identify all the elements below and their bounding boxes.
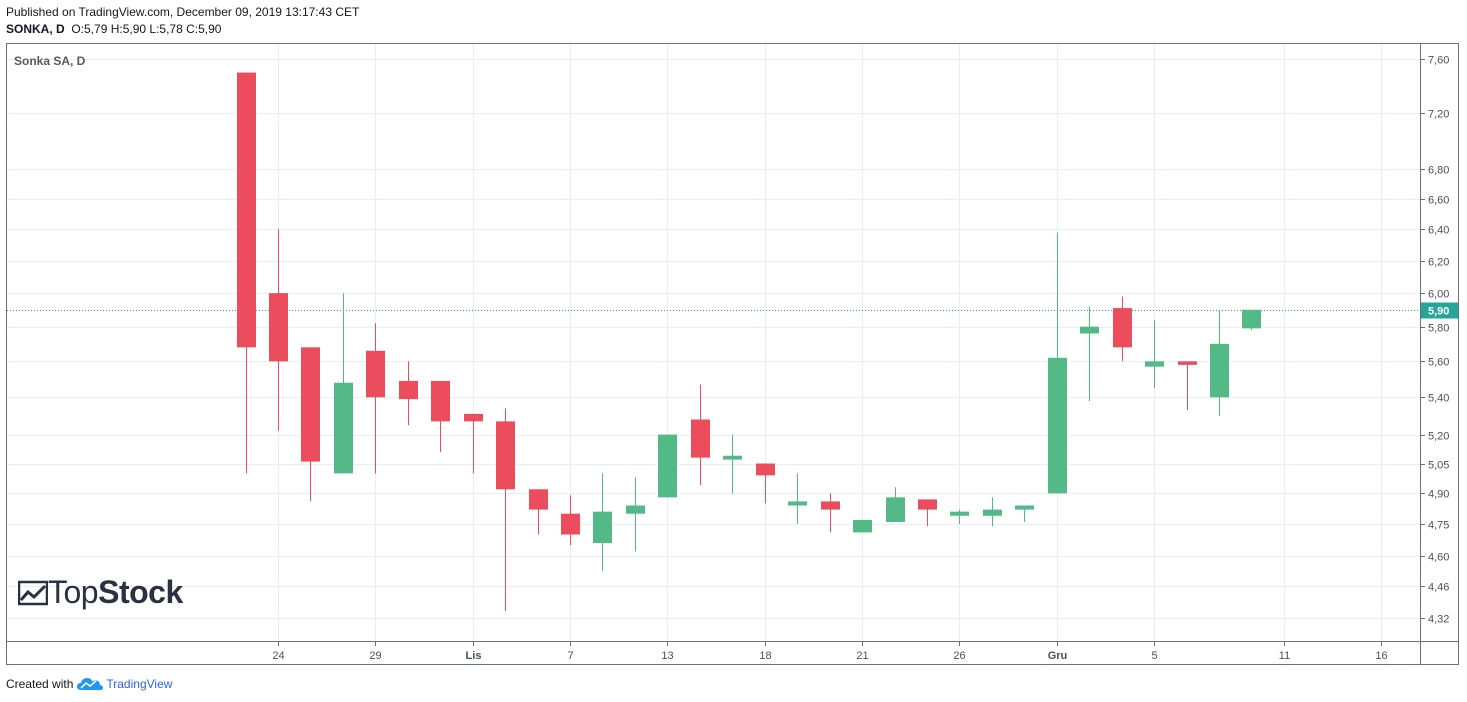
price-axis-label: 4,32 — [1428, 614, 1449, 626]
price-axis-label: 5,80 — [1428, 323, 1449, 335]
candle-body[interactable] — [723, 455, 742, 460]
time-axis-label: 29 — [369, 650, 381, 662]
watermark-text-light: Top — [48, 574, 99, 610]
price-axis-label: 6,20 — [1428, 257, 1449, 269]
footer: Created with TradingView — [6, 677, 172, 691]
candle-body[interactable] — [626, 505, 645, 514]
price-axis-label: 7,60 — [1428, 55, 1449, 67]
time-axis-label: 7 — [567, 650, 573, 662]
time-axis-label: 13 — [661, 650, 673, 662]
candle-body[interactable] — [886, 497, 905, 522]
candle-body[interactable] — [561, 513, 580, 535]
candlestick-chart[interactable]: 7,60 7,20 6,80 6,60 6,40 6,20 6,00 5,80 5,60 5,40… — [7, 44, 1458, 664]
candle-body[interactable] — [691, 419, 710, 458]
candle-body[interactable] — [1145, 361, 1164, 367]
candle-body[interactable] — [399, 380, 418, 400]
candle-body[interactable] — [983, 509, 1002, 516]
chart-title: Sonka SA, D — [14, 54, 86, 68]
candle-body[interactable] — [1178, 361, 1197, 365]
candle-body[interactable] — [529, 489, 548, 510]
candle-body[interactable] — [496, 421, 515, 490]
time-axis-label: 11 — [1279, 650, 1290, 662]
price-axis-label: 4,60 — [1428, 552, 1449, 564]
symbol-ohlc-line: SONKA, D O:5,79 H:5,90 L:5,78 C:5,90 — [6, 22, 221, 36]
candle-body[interactable] — [1015, 505, 1034, 510]
price-axis-label: 4,90 — [1428, 489, 1449, 501]
candle-body[interactable] — [269, 293, 288, 362]
ohlc-values: O:5,79 H:5,90 L:5,78 C:5,90 — [71, 22, 222, 36]
price-axis-label: 6,60 — [1428, 195, 1449, 207]
created-with-label: Created with — [6, 677, 74, 691]
tradingview-link[interactable]: TradingView — [106, 677, 173, 691]
candle-body[interactable] — [756, 463, 775, 476]
time-axis-label: 5 — [1151, 650, 1157, 662]
candle-body[interactable] — [788, 501, 807, 506]
last-price-badge — [1421, 302, 1458, 319]
topstock-watermark: TopStock — [18, 574, 183, 611]
candle-body[interactable] — [464, 413, 483, 422]
watermark-text-bold: Stock — [98, 574, 183, 610]
candle-body[interactable] — [1210, 343, 1229, 398]
candle-body[interactable] — [1048, 357, 1067, 494]
candle-body[interactable] — [853, 519, 872, 533]
candle-body[interactable] — [334, 382, 353, 474]
time-axis-label: 18 — [759, 650, 771, 662]
candle-body[interactable] — [1080, 326, 1099, 334]
watermark-text: TopStock — [48, 574, 183, 611]
candle-body[interactable] — [658, 434, 677, 498]
candle-body[interactable] — [918, 499, 937, 510]
price-axis-label: 7,20 — [1428, 109, 1449, 121]
time-axis-label: 26 — [953, 650, 965, 662]
time-axis-label: Lis — [466, 650, 482, 662]
price-axis-label: 6,40 — [1428, 225, 1449, 237]
price-axis-label: 5,05 — [1428, 460, 1449, 472]
tradingview-cloud-icon[interactable] — [77, 677, 104, 691]
time-axis-label: Gru — [1048, 650, 1068, 662]
candle-body[interactable] — [593, 511, 612, 543]
price-axis-label: 5,60 — [1428, 357, 1449, 369]
candle-body[interactable] — [821, 501, 840, 510]
symbol-label: SONKA, D — [6, 22, 65, 36]
price-axis-label: 4,75 — [1428, 520, 1449, 532]
published-info: Published on TradingView.com, December 0… — [6, 5, 360, 19]
price-axis-label: 6,00 — [1428, 289, 1449, 301]
last-price-label: 5,90 — [1428, 306, 1449, 318]
candle-body[interactable] — [1113, 308, 1132, 348]
candle-body[interactable] — [366, 350, 385, 398]
price-axis-label: 5,20 — [1428, 431, 1449, 443]
price-axis-label: 6,80 — [1428, 165, 1449, 177]
candle-body[interactable] — [301, 347, 320, 462]
chart-frame[interactable]: 7,60 7,20 6,80 6,60 6,40 6,20 6,00 5,80 5,60 5,40… — [6, 43, 1459, 665]
candle-body[interactable] — [237, 72, 256, 348]
candle-body[interactable] — [431, 380, 450, 422]
time-axis-label: 21 — [856, 650, 868, 662]
price-axis-label: 5,40 — [1428, 393, 1449, 405]
price-axis-label: 4,46 — [1428, 582, 1449, 594]
time-axis-label: 16 — [1375, 650, 1387, 662]
topstock-logo-icon — [18, 580, 48, 605]
candle-body[interactable] — [1242, 309, 1261, 329]
time-axis-label: 24 — [272, 650, 284, 662]
candle-body[interactable] — [950, 511, 969, 516]
